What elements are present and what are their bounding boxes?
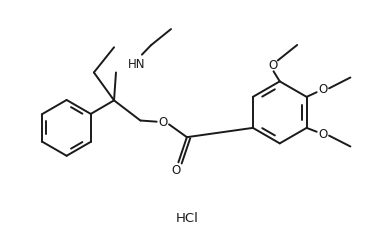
Text: O: O xyxy=(158,116,168,129)
Text: O: O xyxy=(318,83,328,96)
Text: HCl: HCl xyxy=(175,213,198,225)
Text: O: O xyxy=(268,59,277,72)
Text: O: O xyxy=(318,128,328,141)
Text: HN: HN xyxy=(128,58,146,71)
Text: O: O xyxy=(172,164,181,177)
